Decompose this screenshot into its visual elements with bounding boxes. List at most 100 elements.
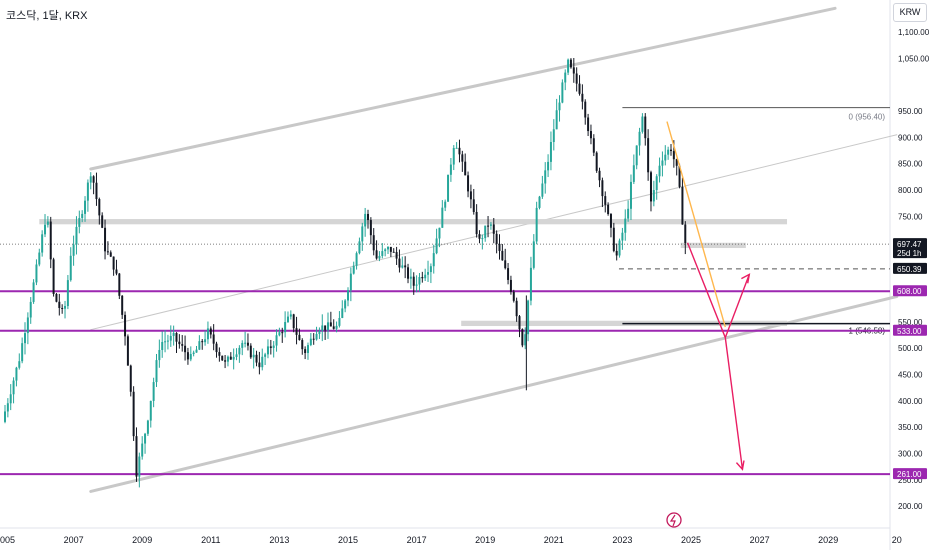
candle-body bbox=[146, 420, 149, 434]
candle-body bbox=[492, 224, 495, 234]
candle-body bbox=[552, 129, 555, 143]
channel-line bbox=[89, 295, 899, 493]
candle-body bbox=[44, 224, 47, 235]
candle-body bbox=[15, 367, 18, 381]
y-tick-label: 850.00 bbox=[898, 160, 923, 169]
x-tick-label: 2013 bbox=[269, 535, 289, 545]
candle-body bbox=[149, 400, 152, 421]
candle-body bbox=[549, 142, 552, 162]
candle-body bbox=[126, 336, 129, 366]
candle-body bbox=[164, 341, 167, 343]
candle-body bbox=[241, 342, 244, 348]
candle-body bbox=[181, 344, 184, 346]
candle-body bbox=[186, 352, 189, 360]
candle-body bbox=[587, 117, 590, 132]
candle-body bbox=[489, 224, 492, 226]
candle-body bbox=[432, 253, 435, 267]
candle-body bbox=[618, 240, 621, 256]
candle-body bbox=[472, 199, 475, 212]
candle-body bbox=[449, 164, 452, 175]
candle-body bbox=[412, 276, 415, 286]
y-tick-label: 800.00 bbox=[898, 186, 923, 195]
gray-zone bbox=[39, 219, 788, 225]
candle-body bbox=[64, 306, 67, 309]
y-tick-label: 950.00 bbox=[898, 107, 923, 116]
y-tick-label: 750.00 bbox=[898, 212, 923, 221]
candle-body bbox=[347, 290, 349, 301]
candle-body bbox=[649, 172, 652, 202]
candle-body bbox=[206, 328, 209, 340]
candle-body bbox=[667, 149, 670, 155]
candle-body bbox=[121, 295, 124, 315]
candle-body bbox=[341, 308, 344, 318]
candle-body bbox=[675, 159, 678, 166]
candle-body bbox=[304, 349, 307, 354]
y-tick-label: 550.00 bbox=[898, 318, 923, 327]
candle-body bbox=[152, 382, 155, 401]
candle-body bbox=[326, 322, 329, 331]
candle-body bbox=[104, 227, 107, 252]
y-tick-label: 500.00 bbox=[898, 344, 923, 353]
last-price-badge: 697.47 bbox=[897, 240, 922, 249]
candle-body bbox=[635, 145, 638, 166]
candle-body bbox=[35, 264, 38, 283]
candle-body bbox=[61, 307, 64, 309]
candle-body bbox=[86, 182, 89, 201]
candle-body bbox=[518, 316, 521, 330]
candle-body bbox=[155, 360, 158, 383]
candle-body bbox=[84, 200, 87, 214]
candle-body bbox=[224, 360, 227, 362]
candle-body bbox=[52, 259, 55, 295]
y-tick-label: 450.00 bbox=[898, 370, 923, 379]
candle-body bbox=[29, 301, 32, 318]
candle-body bbox=[192, 352, 195, 355]
candle-body bbox=[12, 380, 15, 395]
candle-body bbox=[389, 246, 392, 252]
candle-body bbox=[338, 317, 341, 326]
candle-body bbox=[226, 356, 229, 362]
candle-body bbox=[658, 165, 661, 177]
support-badge: 533.00 bbox=[897, 327, 922, 336]
candle-body bbox=[49, 221, 52, 260]
candle-body bbox=[612, 227, 615, 251]
candle-body bbox=[572, 67, 575, 74]
candle-body bbox=[315, 333, 318, 340]
candle-body bbox=[349, 273, 352, 291]
candle-body bbox=[598, 170, 601, 181]
x-tick-label: 2015 bbox=[338, 535, 358, 545]
support-badge: 608.00 bbox=[897, 287, 922, 296]
candle-body bbox=[244, 342, 247, 344]
candle-body bbox=[498, 243, 501, 251]
candle-body bbox=[401, 265, 404, 268]
candle-body bbox=[92, 176, 95, 183]
candle-body bbox=[467, 175, 470, 192]
candle-body bbox=[404, 265, 407, 268]
candle-body bbox=[272, 345, 275, 348]
candle-body bbox=[575, 73, 578, 84]
candle-body bbox=[461, 154, 464, 162]
candle-body bbox=[555, 110, 558, 130]
candle-body bbox=[301, 340, 304, 350]
candle-body bbox=[392, 251, 395, 253]
candle-body bbox=[429, 266, 432, 273]
candle-body bbox=[487, 225, 490, 227]
candle-body bbox=[18, 361, 21, 368]
candle-body bbox=[332, 326, 335, 329]
candle-body bbox=[269, 346, 272, 348]
currency-unit-button[interactable]: KRW bbox=[893, 3, 927, 22]
candle-body bbox=[335, 325, 338, 329]
candle-body bbox=[46, 221, 49, 225]
candle-body bbox=[101, 215, 104, 228]
candle-body bbox=[358, 241, 361, 254]
candle-body bbox=[158, 349, 161, 361]
candle-body bbox=[318, 330, 321, 334]
candle-body bbox=[169, 335, 172, 341]
candle-body bbox=[75, 226, 78, 245]
candle-body bbox=[124, 314, 127, 337]
candle-body bbox=[329, 322, 332, 327]
candle-body bbox=[184, 345, 187, 353]
candle-body bbox=[212, 334, 215, 344]
candle-body bbox=[286, 316, 289, 323]
